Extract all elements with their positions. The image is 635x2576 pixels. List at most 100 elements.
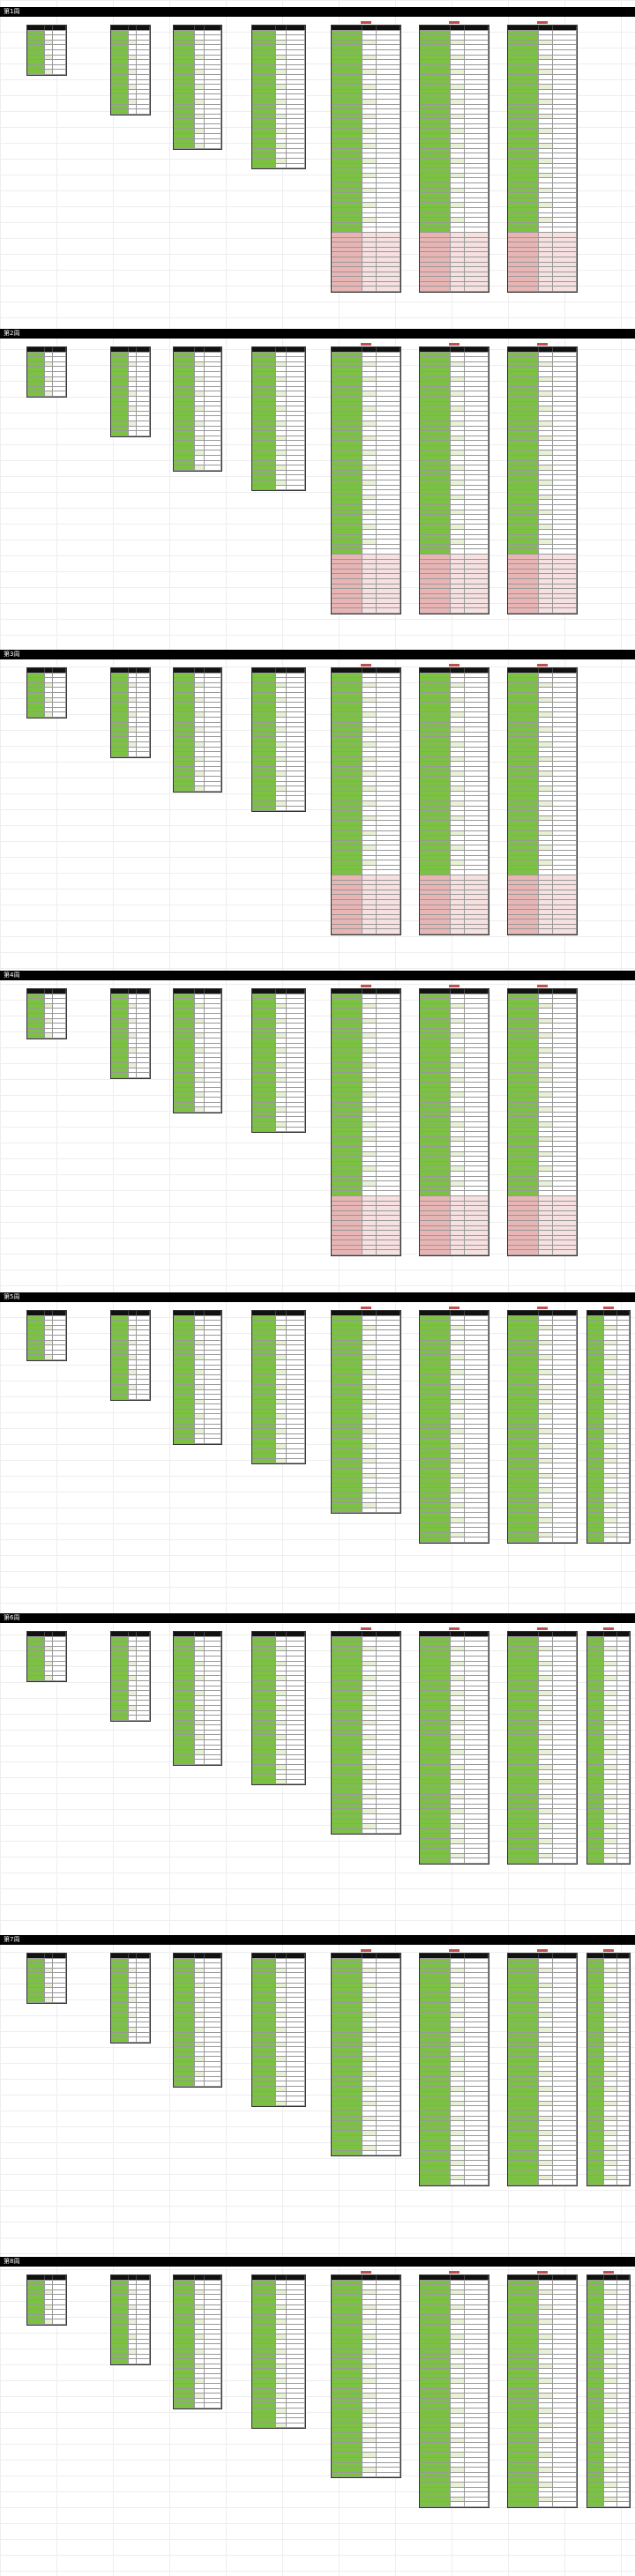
table-cell <box>539 1245 553 1250</box>
table-row <box>111 673 150 679</box>
table-cell <box>451 1009 465 1013</box>
table-header-row <box>420 347 489 353</box>
table-cell <box>377 114 400 119</box>
table-cell <box>377 1395 400 1399</box>
table-row <box>174 431 221 436</box>
table-cell <box>287 737 305 741</box>
table-row <box>332 747 400 753</box>
table-caption <box>537 664 548 666</box>
table-cell <box>287 1365 305 1370</box>
table-cell <box>508 40 540 45</box>
table-cell <box>465 207 489 212</box>
table-cell <box>195 1321 205 1325</box>
data-table <box>26 667 67 718</box>
table-row <box>420 1355 489 1360</box>
table-cell <box>464 252 489 257</box>
table-cell <box>332 1206 363 1210</box>
table-row <box>508 1330 577 1336</box>
table-row <box>111 391 150 397</box>
table-cell <box>617 1395 630 1399</box>
table-cell <box>420 821 452 825</box>
table-cell <box>27 688 45 692</box>
table-cell <box>252 376 276 382</box>
table-cell <box>174 55 196 60</box>
table-row <box>508 1365 577 1371</box>
table-cell <box>464 564 489 569</box>
table-cell <box>44 697 53 703</box>
table-cell <box>287 1315 305 1321</box>
table-row <box>252 153 305 160</box>
table-cell <box>276 401 287 406</box>
table-cell <box>195 426 205 431</box>
table-cell <box>508 525 540 529</box>
table-row <box>420 1517 489 1523</box>
table-row <box>332 929 400 935</box>
table-cell <box>174 1345 196 1350</box>
table-cell <box>287 1024 305 1028</box>
table-cell <box>464 1220 489 1225</box>
table-row <box>252 1112 305 1118</box>
table-cell <box>332 1191 363 1195</box>
table-cell <box>552 589 577 593</box>
table-cell <box>332 1220 363 1225</box>
table-cell <box>174 999 196 1003</box>
table-header-row <box>252 347 305 353</box>
table-row <box>508 1478 577 1484</box>
table-cell <box>205 697 221 703</box>
table-cell <box>508 49 540 55</box>
table-cell <box>137 752 150 756</box>
table-cell <box>451 436 465 441</box>
table-cell <box>362 1151 377 1157</box>
table-row <box>174 727 221 733</box>
table-cell <box>362 752 377 756</box>
table-cell <box>420 593 452 599</box>
table-cell <box>111 673 129 678</box>
table-cell <box>362 1374 377 1380</box>
table-cell <box>111 45 129 49</box>
table-cell <box>137 411 150 416</box>
table-cell <box>508 899 540 905</box>
table-row <box>508 123 577 130</box>
table-cell <box>377 1033 400 1038</box>
table-cell <box>617 1469 630 1473</box>
table-cell <box>45 1315 53 1321</box>
table-cell <box>362 910 377 914</box>
table-cell <box>332 109 363 114</box>
table-cell <box>508 1330 540 1335</box>
table-row <box>332 1201 400 1207</box>
table-cell <box>174 1399 196 1404</box>
table-cell <box>552 26 577 30</box>
table-row <box>252 762 305 767</box>
table-cell <box>604 1404 617 1409</box>
table-cell <box>553 1433 577 1439</box>
table-row <box>420 1068 489 1074</box>
table-row <box>420 703 489 708</box>
table-cell <box>465 1024 489 1028</box>
table-cell <box>287 999 305 1003</box>
table-cell <box>332 64 363 70</box>
table-cell <box>553 431 577 436</box>
table-cell <box>465 1018 489 1024</box>
table-cell <box>128 40 137 45</box>
table-cell <box>451 771 465 777</box>
table-row <box>420 352 489 358</box>
table-cell <box>252 1062 276 1068</box>
table-cell <box>539 826 553 830</box>
table-cell <box>451 64 465 70</box>
table-cell <box>276 445 287 450</box>
table-cell <box>377 222 400 227</box>
table-cell <box>539 55 553 60</box>
table-cell <box>362 1444 377 1448</box>
table-row <box>332 692 400 698</box>
table-cell <box>332 232 363 237</box>
table-cell <box>362 188 377 193</box>
table-cell <box>451 1013 465 1018</box>
table-cell <box>508 1414 540 1419</box>
table-cell <box>451 460 465 465</box>
table-cell <box>332 1350 363 1355</box>
table-cell <box>420 35 452 40</box>
table-cell <box>539 752 553 756</box>
table-cell <box>539 232 553 237</box>
table-row <box>332 173 400 179</box>
table-cell <box>362 1176 377 1181</box>
